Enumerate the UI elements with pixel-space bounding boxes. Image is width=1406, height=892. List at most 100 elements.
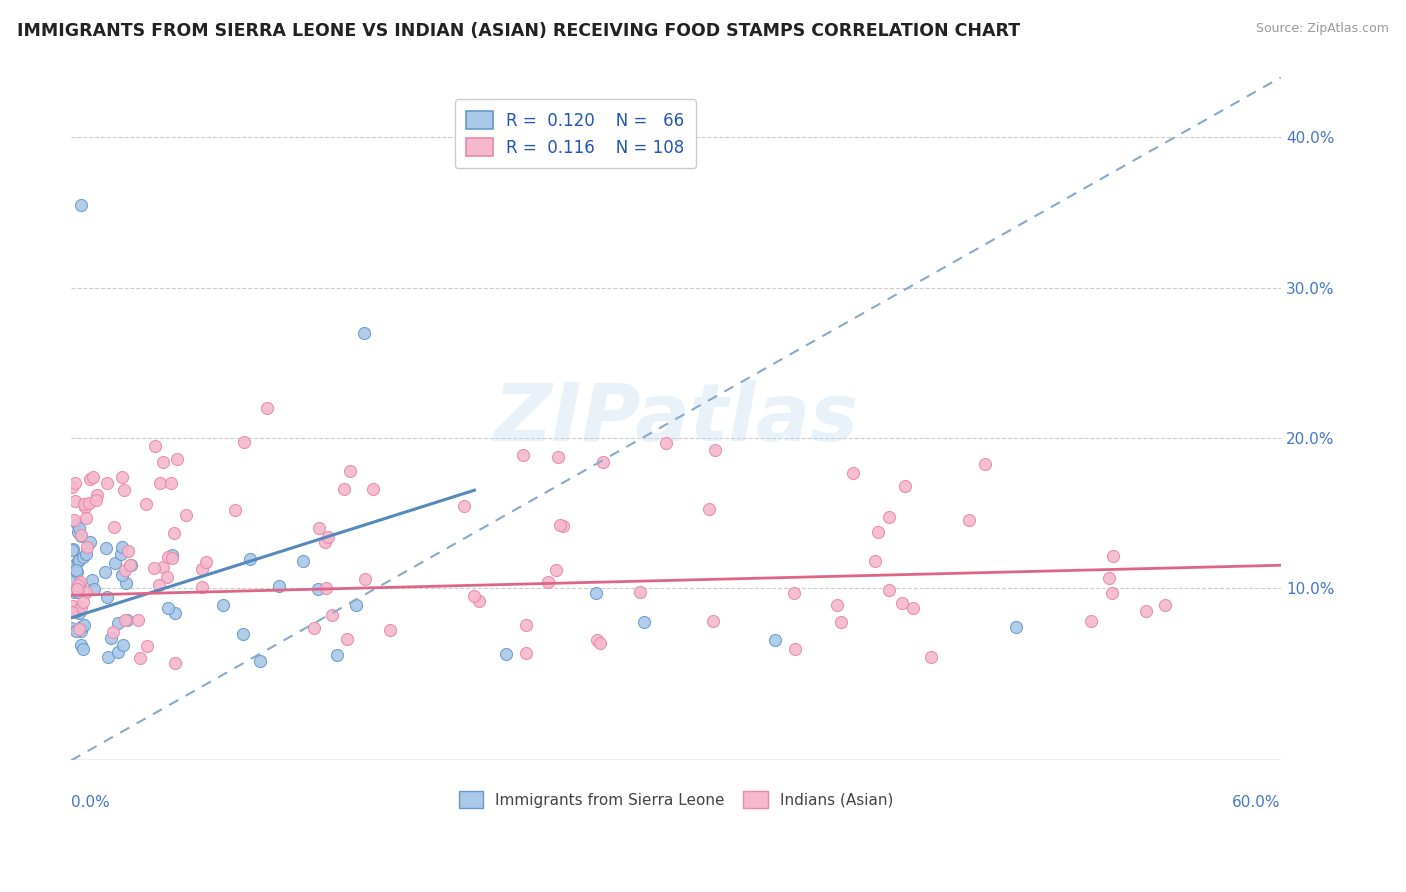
Point	[145, 439, 167, 453]
Point	[65, 563, 87, 577]
Point	[67, 553, 90, 567]
Point	[70, 529, 93, 543]
Point	[920, 650, 942, 665]
Point	[96, 476, 118, 491]
Point	[547, 450, 569, 465]
Point	[67, 606, 90, 620]
Text: ZIPatlas: ZIPatlas	[494, 380, 859, 458]
Point	[1005, 620, 1028, 634]
Point	[361, 482, 384, 496]
Point	[66, 554, 89, 568]
Point	[339, 464, 361, 478]
Point	[72, 550, 94, 565]
Point	[75, 500, 97, 515]
Point	[148, 577, 170, 591]
Point	[136, 639, 159, 653]
Point	[589, 636, 612, 650]
Point	[69, 580, 91, 594]
Point	[66, 566, 89, 580]
Point	[69, 575, 91, 590]
Point	[70, 599, 93, 614]
Point	[194, 555, 217, 569]
Point	[152, 560, 174, 574]
Point	[548, 518, 571, 533]
Point	[515, 647, 537, 661]
Point	[973, 457, 995, 471]
Point	[232, 434, 254, 449]
Point	[114, 613, 136, 627]
Point	[84, 493, 107, 508]
Point	[344, 598, 367, 612]
Point	[1135, 604, 1157, 618]
Point	[891, 596, 914, 610]
Point	[69, 528, 91, 542]
Point	[115, 575, 138, 590]
Point	[79, 534, 101, 549]
Point	[97, 650, 120, 665]
Point	[174, 508, 197, 522]
Point	[191, 562, 214, 576]
Point	[82, 573, 104, 587]
Point	[110, 470, 132, 484]
Text: 0.0%: 0.0%	[72, 795, 110, 810]
Point	[62, 574, 84, 588]
Point	[544, 563, 567, 577]
Point	[67, 584, 90, 599]
Point	[66, 525, 89, 540]
Point	[160, 550, 183, 565]
Point	[166, 452, 188, 467]
Point	[191, 580, 214, 594]
Point	[957, 513, 980, 527]
Point	[157, 549, 180, 564]
Point	[842, 466, 865, 480]
Point	[77, 496, 100, 510]
Point	[157, 600, 180, 615]
Point	[65, 624, 87, 638]
Point	[877, 510, 900, 524]
Point	[468, 594, 491, 608]
Point	[100, 631, 122, 645]
Point	[586, 633, 609, 648]
Point	[66, 585, 89, 599]
Point	[321, 608, 343, 623]
Point	[239, 551, 262, 566]
Point	[495, 647, 517, 661]
Point	[103, 520, 125, 534]
Point	[903, 601, 925, 615]
Point	[704, 442, 727, 457]
Point	[863, 554, 886, 568]
Point	[111, 540, 134, 554]
Point	[67, 622, 90, 636]
Point	[378, 623, 401, 637]
Point	[551, 518, 574, 533]
Point	[60, 621, 83, 635]
Point	[307, 582, 329, 597]
Point	[63, 558, 86, 572]
Point	[165, 656, 187, 670]
Point	[101, 625, 124, 640]
Text: Source: ZipAtlas.com: Source: ZipAtlas.com	[1256, 22, 1389, 36]
Point	[75, 511, 97, 525]
Text: IMMIGRANTS FROM SIERRA LEONE VS INDIAN (ASIAN) RECEIVING FOOD STAMPS CORRELATION: IMMIGRANTS FROM SIERRA LEONE VS INDIAN (…	[17, 22, 1019, 40]
Point	[825, 598, 848, 612]
Point	[256, 401, 278, 415]
Point	[763, 633, 786, 648]
Point	[75, 547, 97, 561]
Point	[94, 541, 117, 556]
Point	[86, 487, 108, 501]
Point	[537, 574, 560, 589]
Point	[152, 455, 174, 469]
Point	[83, 582, 105, 596]
Point	[82, 470, 104, 484]
Point	[107, 615, 129, 630]
Point	[104, 556, 127, 570]
Point	[76, 540, 98, 554]
Point	[67, 521, 90, 535]
Point	[1101, 586, 1123, 600]
Point	[117, 544, 139, 558]
Point	[110, 547, 132, 561]
Point	[70, 198, 93, 212]
Point	[628, 584, 651, 599]
Point	[314, 534, 336, 549]
Point	[111, 638, 134, 652]
